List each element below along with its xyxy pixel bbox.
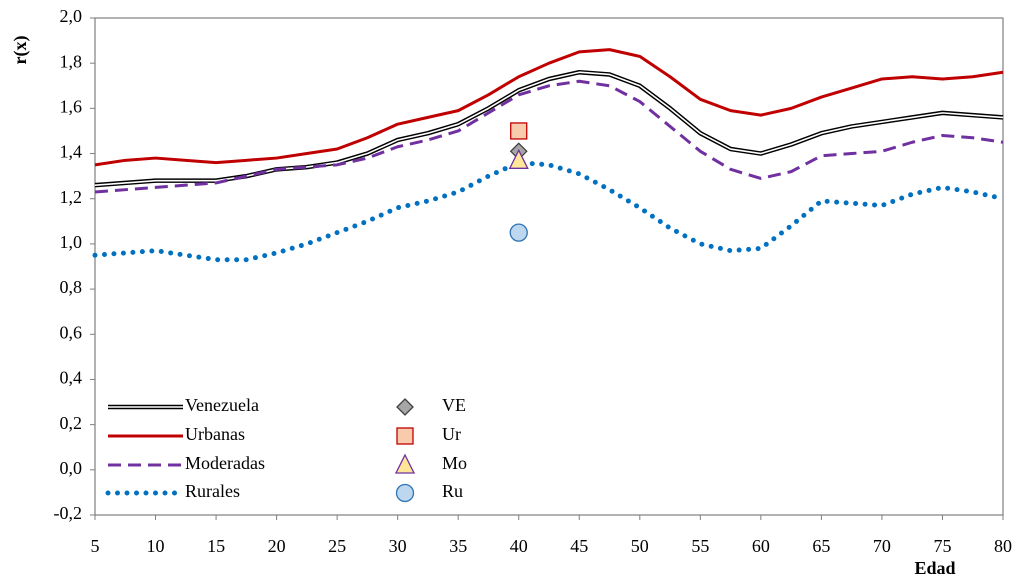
x-tick-label: 40 xyxy=(510,536,528,556)
point-marker xyxy=(509,223,528,242)
x-tick-label: 60 xyxy=(752,536,770,556)
x-tick-label: 45 xyxy=(570,536,588,556)
legend-marker xyxy=(394,453,416,474)
y-tick-label: 1,2 xyxy=(60,187,83,207)
x-tick-label: 75 xyxy=(933,536,951,556)
series-line xyxy=(94,48,1004,167)
legend-marker xyxy=(395,483,415,503)
y-tick-label: 1,4 xyxy=(60,142,83,162)
x-tick-label: 15 xyxy=(207,536,225,556)
y-tick-label: 1,0 xyxy=(60,232,83,252)
x-tick-label: 35 xyxy=(449,536,467,556)
y-tick-label: 0,0 xyxy=(60,458,83,478)
x-tick-label: 20 xyxy=(268,536,286,556)
y-tick-label: 0,2 xyxy=(60,413,83,433)
y-tick-label: 0,6 xyxy=(60,322,83,342)
series-line xyxy=(94,69,1004,188)
legend-label: Ur xyxy=(442,424,461,444)
x-tick-label: 80 xyxy=(994,536,1012,556)
y-tick-label: 2,0 xyxy=(60,6,83,26)
x-tick-label: 30 xyxy=(389,536,407,556)
y-tick-label: -0,2 xyxy=(54,503,83,523)
series-line-inner xyxy=(94,71,1004,186)
legend-label: Rurales xyxy=(185,481,240,501)
point-marker xyxy=(508,148,529,169)
x-axis-title: Edad xyxy=(914,558,955,578)
x-tick-label: 5 xyxy=(91,536,100,556)
x-tick-label: 25 xyxy=(328,536,346,556)
y-tick-label: 0,4 xyxy=(60,368,83,388)
x-tick-label: 10 xyxy=(147,536,165,556)
legend-label: Ru xyxy=(442,481,463,501)
point-marker xyxy=(510,122,528,140)
series-line xyxy=(92,160,1006,263)
x-tick-label: 70 xyxy=(873,536,891,556)
x-tick-label: 65 xyxy=(812,536,830,556)
legend-label: Mo xyxy=(442,453,467,473)
y-axis-title: r(x) xyxy=(10,36,31,65)
y-tick-label: 1,6 xyxy=(60,96,83,116)
x-tick-label: 55 xyxy=(691,536,709,556)
legend-marker xyxy=(396,398,414,416)
legend-marker xyxy=(396,427,414,445)
legend-label: Moderadas xyxy=(185,453,265,473)
legend-label: Urbanas xyxy=(185,424,245,444)
y-tick-label: 1,8 xyxy=(60,51,83,71)
y-tick-label: 0,8 xyxy=(60,277,83,297)
series-line xyxy=(94,79,1004,194)
plot-frame xyxy=(94,17,1004,516)
legend-label: VE xyxy=(442,395,466,415)
x-tick-label: 50 xyxy=(631,536,649,556)
legend-label: Venezuela xyxy=(185,395,259,415)
